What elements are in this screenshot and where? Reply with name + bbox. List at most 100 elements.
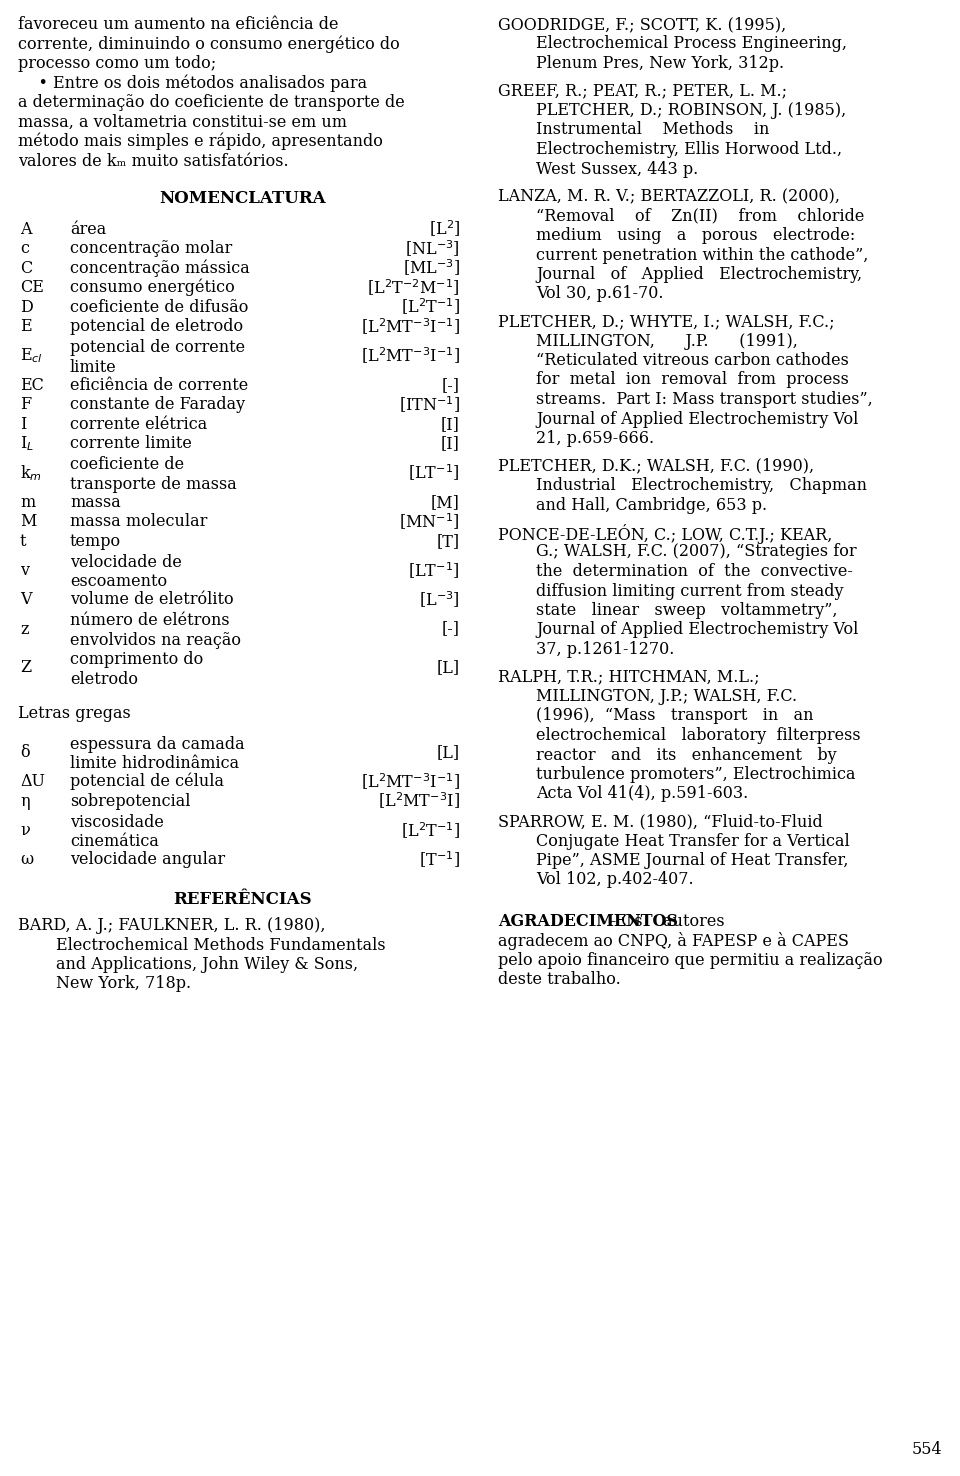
Text: “Removal    of    Zn(II)    from    chloride: “Removal of Zn(II) from chloride	[536, 208, 864, 224]
Text: δ: δ	[20, 744, 30, 762]
Text: and Hall, Cambridge, 653 p.: and Hall, Cambridge, 653 p.	[536, 496, 767, 514]
Text: [LT$^{-1}$]: [LT$^{-1}$]	[408, 561, 460, 580]
Text: η: η	[20, 793, 30, 810]
Text: EC: EC	[20, 376, 44, 394]
Text: tempo: tempo	[70, 533, 121, 549]
Text: PONCE-DE-LEÓN, C.; LOW, C.T.J.; KEAR,: PONCE-DE-LEÓN, C.; LOW, C.T.J.; KEAR,	[498, 524, 832, 545]
Text: volume de eletrólito: volume de eletrólito	[70, 592, 233, 608]
Text: D: D	[20, 298, 33, 316]
Text: constante de Faraday: constante de Faraday	[70, 396, 245, 413]
Text: pelo apoio financeiro que permitiu a realização: pelo apoio financeiro que permitiu a rea…	[498, 952, 882, 970]
Text: Pipe”, ASME Journal of Heat Transfer,: Pipe”, ASME Journal of Heat Transfer,	[536, 852, 849, 869]
Text: I: I	[20, 416, 26, 432]
Text: NOMENCLATURA: NOMENCLATURA	[159, 190, 326, 207]
Text: electrochemical   laboratory  filterpress: electrochemical laboratory filterpress	[536, 728, 860, 744]
Text: “Reticulated vitreous carbon cathodes: “Reticulated vitreous carbon cathodes	[536, 351, 849, 369]
Text: [NL$^{-3}$]: [NL$^{-3}$]	[405, 239, 460, 258]
Text: eficiência de corrente: eficiência de corrente	[70, 376, 249, 394]
Text: Letras gregas: Letras gregas	[18, 706, 131, 722]
Text: E$_{cl}$: E$_{cl}$	[20, 347, 43, 366]
Text: [L$^{2}$T$^{-2}$M$^{-1}$]: [L$^{2}$T$^{-2}$M$^{-1}$]	[368, 277, 460, 298]
Text: GREEF, R.; PEAT, R.; PETER, L. M.;: GREEF, R.; PEAT, R.; PETER, L. M.;	[498, 83, 787, 99]
Text: velocidade angular: velocidade angular	[70, 852, 226, 868]
Text: [L$^{2}$MT$^{-3}$I]: [L$^{2}$MT$^{-3}$I]	[378, 791, 460, 812]
Text: Electrochemical Process Engineering,: Electrochemical Process Engineering,	[536, 35, 847, 53]
Text: [L$^{2}$T$^{-1}$]: [L$^{2}$T$^{-1}$]	[400, 821, 460, 841]
Text: V: V	[20, 592, 32, 608]
Text: comprimento do: comprimento do	[70, 651, 204, 669]
Text: limite: limite	[70, 359, 117, 376]
Text: Industrial   Electrochemistry,   Chapman: Industrial Electrochemistry, Chapman	[536, 477, 867, 494]
Text: [M]: [M]	[431, 494, 460, 511]
Text: REFERÊNCIAS: REFERÊNCIAS	[174, 892, 312, 909]
Text: Plenum Pres, New York, 312p.: Plenum Pres, New York, 312p.	[536, 55, 784, 72]
Text: E: E	[20, 319, 32, 335]
Text: z: z	[20, 620, 29, 638]
Text: escoamento: escoamento	[70, 573, 167, 590]
Text: streams.  Part I: Mass transport studies”,: streams. Part I: Mass transport studies”…	[536, 391, 873, 407]
Text: [L$^{2}$T$^{-1}$]: [L$^{2}$T$^{-1}$]	[400, 297, 460, 317]
Text: processo como um todo;: processo como um todo;	[18, 55, 216, 72]
Text: [L$^{-3}$]: [L$^{-3}$]	[420, 589, 460, 610]
Text: potencial de célula: potencial de célula	[70, 773, 224, 791]
Text: Vol 30, p.61-70.: Vol 30, p.61-70.	[536, 285, 663, 303]
Text: massa: massa	[70, 494, 121, 511]
Text: Conjugate Heat Transfer for a Vertical: Conjugate Heat Transfer for a Vertical	[536, 832, 850, 850]
Text: Acta Vol 41(4), p.591-603.: Acta Vol 41(4), p.591-603.	[536, 785, 748, 803]
Text: cinemática: cinemática	[70, 834, 158, 850]
Text: a determinação do coeficiente de transporte de: a determinação do coeficiente de transpo…	[18, 94, 405, 111]
Text: ΔU: ΔU	[20, 773, 45, 790]
Text: CE: CE	[20, 279, 44, 297]
Text: and Applications, John Wiley & Sons,: and Applications, John Wiley & Sons,	[56, 956, 358, 973]
Text: corrente limite: corrente limite	[70, 435, 192, 452]
Text: [LT$^{-1}$]: [LT$^{-1}$]	[408, 463, 460, 483]
Text: envolvidos na reação: envolvidos na reação	[70, 632, 241, 649]
Text: Vol 102, p.402-407.: Vol 102, p.402-407.	[536, 871, 694, 889]
Text: 21, p.659-666.: 21, p.659-666.	[536, 430, 654, 447]
Text: PLETCHER, D.; WHYTE, I.; WALSH, F.C.;: PLETCHER, D.; WHYTE, I.; WALSH, F.C.;	[498, 313, 834, 331]
Text: coeficiente de difusão: coeficiente de difusão	[70, 298, 249, 316]
Text: [I]: [I]	[442, 435, 460, 452]
Text: número de elétrons: número de elétrons	[70, 613, 229, 629]
Text: SPARROW, E. M. (1980), “Fluid-to-Fluid: SPARROW, E. M. (1980), “Fluid-to-Fluid	[498, 813, 823, 830]
Text: c: c	[20, 241, 29, 257]
Text: valores de kₘ muito satisfatórios.: valores de kₘ muito satisfatórios.	[18, 152, 289, 170]
Text: [L$^{2}$MT$^{-3}$I$^{-1}$]: [L$^{2}$MT$^{-3}$I$^{-1}$]	[361, 316, 460, 337]
Text: reactor   and   its   enhancement   by: reactor and its enhancement by	[536, 747, 836, 763]
Text: LANZA, M. R. V.; BERTAZZOLI, R. (2000),: LANZA, M. R. V.; BERTAZZOLI, R. (2000),	[498, 187, 840, 205]
Text: m: m	[20, 494, 36, 511]
Text: Instrumental    Methods    in: Instrumental Methods in	[536, 121, 769, 139]
Text: [L$^{2}$MT$^{-3}$I$^{-1}$]: [L$^{2}$MT$^{-3}$I$^{-1}$]	[361, 345, 460, 366]
Text: PLETCHER, D.; ROBINSON, J. (1985),: PLETCHER, D.; ROBINSON, J. (1985),	[536, 102, 847, 120]
Text: MILLINGTON,      J.P.      (1991),: MILLINGTON, J.P. (1991),	[536, 332, 798, 350]
Text: New York, 718p.: New York, 718p.	[56, 976, 191, 992]
Text: massa molecular: massa molecular	[70, 514, 207, 530]
Text: [-]: [-]	[442, 620, 460, 638]
Text: método mais simples e rápido, apresentando: método mais simples e rápido, apresentan…	[18, 133, 383, 151]
Text: Journal of Applied Electrochemistry Vol: Journal of Applied Electrochemistry Vol	[536, 410, 858, 428]
Text: West Sussex, 443 p.: West Sussex, 443 p.	[536, 161, 698, 177]
Text: [L$^{2}$]: [L$^{2}$]	[428, 218, 460, 239]
Text: k$_{m}$: k$_{m}$	[20, 463, 42, 483]
Text: 37, p.1261-1270.: 37, p.1261-1270.	[536, 641, 674, 658]
Text: Z: Z	[20, 660, 31, 676]
Text: [-]: [-]	[442, 376, 460, 394]
Text: [L$^{2}$MT$^{-3}$I$^{-1}$]: [L$^{2}$MT$^{-3}$I$^{-1}$]	[361, 772, 460, 793]
Text: AGRADECIMENTOS: AGRADECIMENTOS	[498, 914, 678, 930]
Text: RALPH, T.R.; HITCHMAN, M.L.;: RALPH, T.R.; HITCHMAN, M.L.;	[498, 669, 759, 685]
Text: M: M	[20, 514, 36, 530]
Text: BARD, A. J.; FAULKNER, L. R. (1980),: BARD, A. J.; FAULKNER, L. R. (1980),	[18, 917, 325, 934]
Text: ω: ω	[20, 852, 34, 868]
Text: 554: 554	[911, 1441, 942, 1458]
Text: • Entre os dois métodos analisados para: • Entre os dois métodos analisados para	[18, 74, 367, 92]
Text: eletrodo: eletrodo	[70, 672, 138, 688]
Text: [T$^{-1}$]: [T$^{-1}$]	[420, 850, 460, 869]
Text: state   linear   sweep   voltammetry”,: state linear sweep voltammetry”,	[536, 602, 837, 618]
Text: potencial de eletrodo: potencial de eletrodo	[70, 319, 243, 335]
Text: potencial de corrente: potencial de corrente	[70, 339, 245, 356]
Text: espessura da camada: espessura da camada	[70, 737, 245, 753]
Text: agradecem ao CNPQ, à FAPESP e à CAPES: agradecem ao CNPQ, à FAPESP e à CAPES	[498, 933, 849, 951]
Text: deste trabalho.: deste trabalho.	[498, 971, 621, 989]
Text: A: A	[20, 221, 32, 238]
Text: the  determination  of  the  convective-: the determination of the convective-	[536, 562, 852, 580]
